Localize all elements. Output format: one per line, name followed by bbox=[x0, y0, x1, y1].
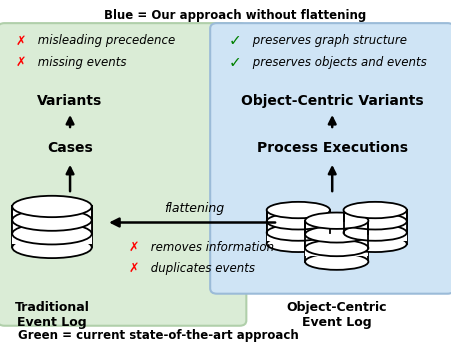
Bar bbox=[304, 226, 368, 242]
Ellipse shape bbox=[12, 196, 92, 217]
Bar bbox=[12, 206, 92, 247]
Bar bbox=[304, 221, 368, 262]
Ellipse shape bbox=[304, 253, 368, 270]
Ellipse shape bbox=[266, 202, 329, 218]
Bar bbox=[266, 210, 329, 244]
Bar bbox=[304, 240, 368, 256]
Text: Cases: Cases bbox=[47, 141, 93, 155]
Ellipse shape bbox=[266, 224, 329, 241]
Text: duplicates events: duplicates events bbox=[147, 262, 254, 275]
Text: preserves objects and events: preserves objects and events bbox=[248, 56, 425, 69]
Text: misleading precedence: misleading precedence bbox=[34, 35, 175, 47]
Ellipse shape bbox=[343, 213, 406, 230]
Text: Object-Centric
Event Log: Object-Centric Event Log bbox=[286, 301, 386, 329]
Text: Object-Centric Variants: Object-Centric Variants bbox=[240, 94, 423, 109]
Ellipse shape bbox=[12, 237, 92, 258]
Ellipse shape bbox=[304, 213, 368, 229]
Text: removes information: removes information bbox=[147, 241, 273, 254]
Bar bbox=[266, 213, 329, 230]
Bar bbox=[12, 223, 92, 245]
Ellipse shape bbox=[12, 223, 92, 245]
Text: missing events: missing events bbox=[34, 56, 126, 69]
Bar bbox=[12, 209, 92, 231]
Bar bbox=[343, 224, 406, 241]
Text: Blue = Our approach without flattening: Blue = Our approach without flattening bbox=[104, 9, 365, 22]
Bar bbox=[343, 213, 406, 230]
Ellipse shape bbox=[343, 236, 406, 252]
FancyBboxPatch shape bbox=[0, 23, 246, 326]
Ellipse shape bbox=[266, 236, 329, 252]
Bar bbox=[343, 210, 406, 244]
Ellipse shape bbox=[304, 226, 368, 242]
Text: ✗: ✗ bbox=[129, 241, 139, 254]
Text: preserves graph structure: preserves graph structure bbox=[248, 35, 406, 47]
Ellipse shape bbox=[343, 224, 406, 241]
Ellipse shape bbox=[343, 202, 406, 218]
Text: Traditional
Event Log: Traditional Event Log bbox=[14, 301, 89, 329]
Text: Variants: Variants bbox=[37, 94, 102, 109]
Text: Process Executions: Process Executions bbox=[256, 141, 407, 155]
Text: ✗: ✗ bbox=[16, 56, 26, 69]
Text: ✓: ✓ bbox=[228, 55, 240, 70]
Bar bbox=[266, 224, 329, 241]
Text: ✗: ✗ bbox=[16, 35, 26, 47]
Ellipse shape bbox=[266, 213, 329, 230]
Text: ✗: ✗ bbox=[129, 262, 139, 275]
Ellipse shape bbox=[304, 240, 368, 256]
FancyBboxPatch shape bbox=[210, 23, 451, 294]
Text: Green = current state-of-the-art approach: Green = current state-of-the-art approac… bbox=[18, 329, 298, 342]
Ellipse shape bbox=[12, 209, 92, 231]
Text: ✓: ✓ bbox=[228, 33, 240, 48]
Text: flattening: flattening bbox=[164, 202, 224, 215]
